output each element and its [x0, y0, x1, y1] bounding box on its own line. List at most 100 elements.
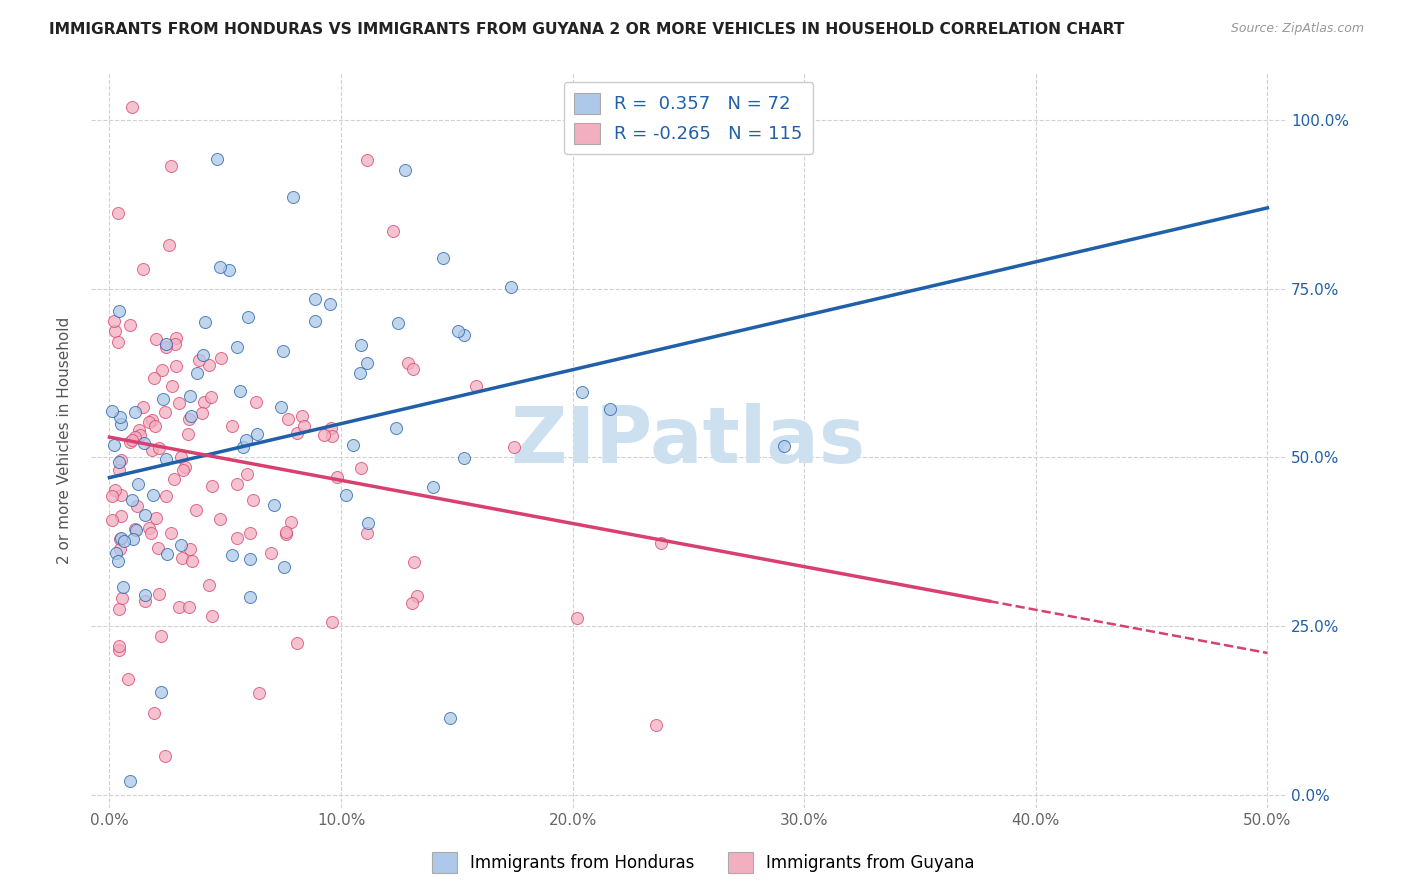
Point — [165, 331, 187, 345]
Point — [110, 591, 132, 605]
Point — [110, 410, 132, 425]
Point — [645, 718, 668, 732]
Point — [432, 252, 454, 266]
Point — [398, 356, 420, 370]
Point — [108, 643, 131, 657]
Point — [193, 394, 215, 409]
Point — [160, 379, 183, 393]
Point — [108, 640, 131, 654]
Point — [177, 412, 200, 426]
Point — [179, 389, 201, 403]
Point — [179, 541, 201, 556]
Point — [167, 600, 190, 615]
Point — [134, 594, 156, 608]
Point — [453, 327, 475, 342]
Point — [350, 338, 373, 352]
Point — [190, 406, 212, 420]
Point — [165, 337, 187, 351]
Point — [226, 476, 249, 491]
Point — [110, 532, 132, 546]
Point — [120, 318, 142, 332]
Point — [141, 443, 163, 458]
Point — [148, 541, 170, 556]
Point — [221, 548, 243, 562]
Point — [108, 541, 131, 556]
Point — [110, 531, 132, 545]
Point — [155, 336, 177, 351]
Point — [141, 525, 163, 540]
Point — [406, 589, 429, 603]
Point — [247, 686, 270, 700]
Point — [143, 706, 166, 721]
Point — [107, 554, 129, 568]
Point — [107, 462, 129, 476]
Point — [180, 409, 202, 424]
Text: Source: ZipAtlas.com: Source: ZipAtlas.com — [1230, 22, 1364, 36]
Point — [385, 420, 408, 434]
Point — [232, 440, 254, 454]
Point — [312, 427, 335, 442]
Point — [599, 402, 621, 417]
Point — [356, 356, 378, 370]
Point — [402, 555, 425, 569]
Point — [118, 774, 141, 789]
Point — [142, 488, 165, 502]
Point — [112, 534, 135, 549]
Point — [148, 441, 170, 455]
Point — [281, 190, 304, 204]
Point — [319, 297, 342, 311]
Point — [387, 316, 409, 330]
Point — [132, 262, 155, 277]
Point — [128, 423, 150, 437]
Point — [238, 310, 260, 325]
Point — [453, 451, 475, 466]
Point — [271, 344, 294, 359]
Point — [287, 636, 309, 650]
Point — [143, 419, 166, 434]
Point — [218, 262, 240, 277]
Point — [228, 384, 250, 398]
Legend: R =  0.357   N = 72, R = -0.265   N = 115: R = 0.357 N = 72, R = -0.265 N = 115 — [564, 82, 813, 154]
Point — [121, 532, 143, 546]
Point — [125, 499, 148, 513]
Point — [170, 450, 193, 464]
Point — [772, 439, 794, 453]
Point — [402, 361, 425, 376]
Point — [155, 452, 177, 467]
Point — [100, 489, 122, 503]
Point — [194, 315, 217, 329]
Point — [236, 467, 259, 481]
Point — [277, 412, 299, 426]
Point — [103, 314, 125, 328]
Point — [225, 531, 247, 545]
Point — [142, 371, 165, 385]
Point — [263, 498, 285, 512]
Point — [148, 587, 170, 601]
Point — [246, 427, 269, 442]
Point — [121, 492, 143, 507]
Point — [321, 615, 343, 629]
Point — [274, 527, 297, 541]
Point — [124, 430, 146, 444]
Point — [107, 602, 129, 616]
Point — [191, 348, 214, 362]
Point — [304, 314, 326, 328]
Point — [173, 460, 195, 475]
Point — [107, 205, 129, 219]
Point — [152, 392, 174, 406]
Point — [321, 429, 343, 443]
Point — [239, 552, 262, 566]
Point — [110, 453, 132, 467]
Point — [208, 512, 231, 526]
Point — [565, 611, 588, 625]
Point — [107, 304, 129, 318]
Point — [138, 521, 160, 535]
Point — [167, 396, 190, 410]
Point — [623, 100, 645, 114]
Point — [127, 477, 149, 491]
Point — [134, 588, 156, 602]
Point — [150, 685, 173, 699]
Point — [356, 153, 378, 167]
Point — [145, 510, 167, 524]
Point — [181, 554, 204, 568]
